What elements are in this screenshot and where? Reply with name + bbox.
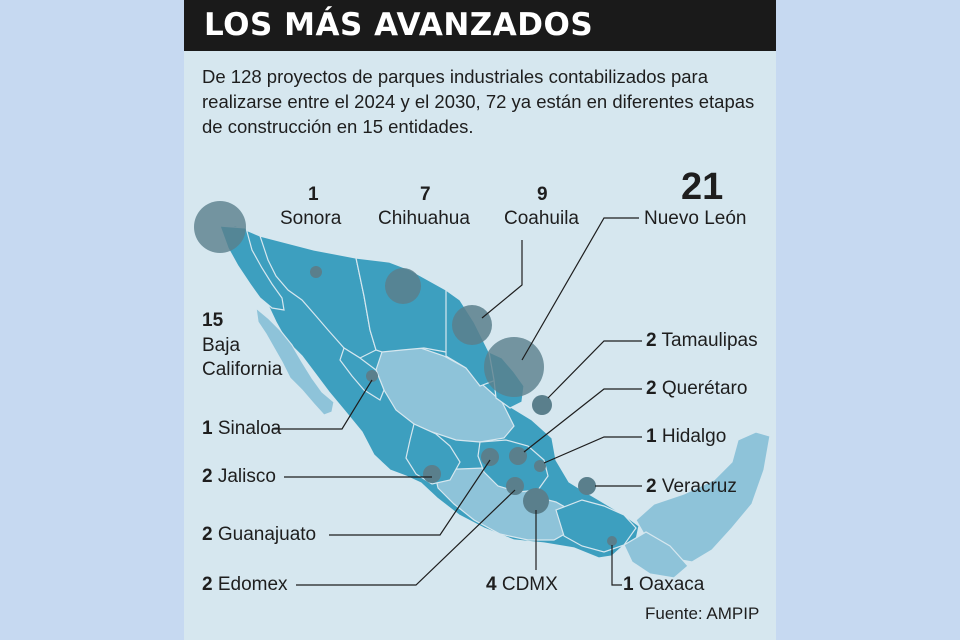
infographic-title: LOS MÁS AVANZADOS [204, 7, 594, 43]
sonora-label: Sonora [280, 208, 342, 229]
bubble-veracruz [578, 477, 596, 495]
baja-california-label-line2: California [202, 359, 283, 380]
nuevo-leon-label: Nuevo León [644, 208, 747, 229]
bubble-edomex [506, 477, 524, 495]
leader-coahuila [481, 240, 523, 319]
oaxaca-label: 1 Oaxaca [623, 574, 705, 595]
bubble-nuevo-leon [484, 337, 544, 397]
veracruz-label: 2 Veracruz [646, 476, 737, 497]
bubble-queretaro [509, 447, 527, 465]
leader-tamaulipas [547, 340, 642, 399]
coahuila-label: Coahuila [504, 208, 579, 229]
cdmx-label: 4 CDMX [486, 574, 558, 595]
leader-queretaro [523, 388, 642, 453]
bubble-chihuahua [385, 268, 421, 304]
chiapas [623, 531, 689, 579]
leader-hidalgo [543, 436, 642, 464]
bubble-oaxaca [607, 536, 617, 546]
leader-nuevo-leon [521, 217, 639, 361]
edomex-label: 2 Edomex [202, 574, 288, 595]
coahuila-count: 9 [537, 184, 548, 205]
baja-california-count: 15 [202, 310, 224, 331]
leader-oaxaca [611, 545, 622, 586]
chihuahua-count: 7 [420, 184, 431, 205]
baja-peninsula [255, 306, 335, 416]
bubble-sonora [310, 266, 322, 278]
bubble-coahuila [452, 305, 492, 345]
chihuahua-state [355, 257, 459, 353]
bubble-cdmx [523, 488, 549, 514]
nuevo-leon-count: 21 [681, 166, 724, 208]
bubble-baja-california [194, 201, 246, 253]
bubble-sinaloa [366, 370, 378, 382]
leader-edomex [296, 489, 516, 586]
header-bar: LOS MÁS AVANZADOS [184, 0, 776, 51]
bubble-tamaulipas [532, 395, 552, 415]
bubble-jalisco [423, 465, 441, 483]
jalisco-state [405, 423, 461, 485]
source-note: Fuente: AMPIP [645, 604, 760, 623]
jalisco-label: 2 Jalisco [202, 466, 276, 487]
bubble-hidalgo [534, 460, 546, 472]
sinaloa-state [339, 347, 385, 401]
sinaloa-label: 1 Sinaloa [202, 418, 282, 439]
queretaro-label: 2 Querétaro [646, 378, 748, 399]
baja-california-label-line1: Baja [202, 335, 241, 356]
infographic-card: LOS MÁS AVANZADOS De 128 proyectos de pa… [184, 0, 776, 640]
hidalgo-label: 1 Hidalgo [646, 426, 727, 447]
leader-sinaloa [272, 379, 373, 430]
chihuahua-label: Chihuahua [378, 208, 470, 229]
intro-text: De 128 proyectos de parques industriales… [202, 66, 755, 137]
leader-guanajuato [329, 459, 491, 536]
tamaulipas-label: 2 Tamaulipas [646, 330, 758, 351]
sonora-count: 1 [308, 184, 319, 205]
mexico-map [194, 201, 771, 586]
guanajuato-label: 2 Guanajuato [202, 524, 317, 545]
bubble-guanajuato [481, 448, 499, 466]
